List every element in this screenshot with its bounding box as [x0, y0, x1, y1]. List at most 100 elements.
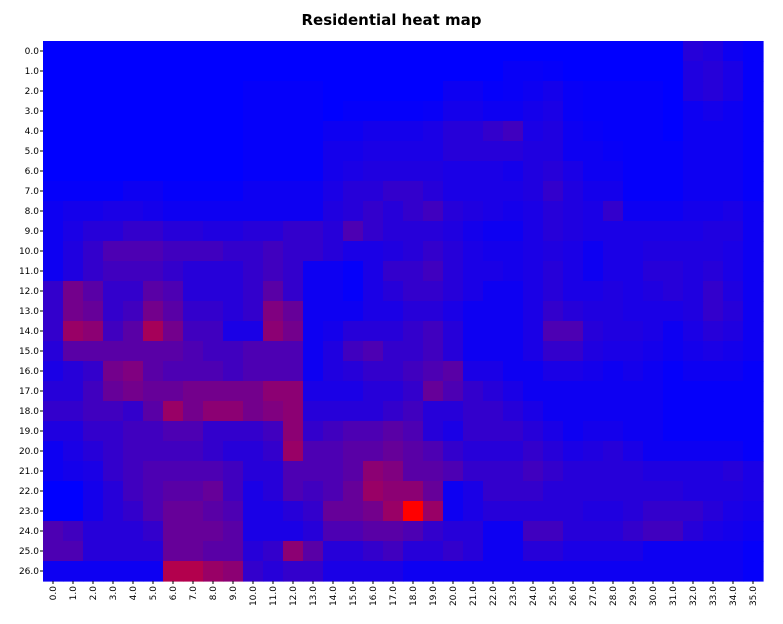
heatmap-cell-r18-c19 — [423, 401, 444, 422]
heatmap-cell-r3-c20 — [443, 101, 464, 122]
heatmap-cell-r3-c32 — [683, 101, 704, 122]
heatmap-cell-r11-c19 — [423, 261, 444, 282]
heatmap-cell-r7-c32 — [683, 181, 704, 202]
heatmap-cell-r24-c23 — [503, 521, 524, 542]
heatmap-cell-r14-c31 — [663, 321, 684, 342]
heatmap-cell-r26-c15 — [343, 561, 364, 582]
heatmap-cell-r6-c14 — [323, 161, 344, 182]
heatmap-cell-r0-c32 — [683, 41, 704, 62]
heatmap-cell-r18-c6 — [163, 401, 184, 422]
heatmap-cell-r4-c24 — [523, 121, 544, 142]
heatmap-cell-r10-c19 — [423, 241, 444, 262]
heatmap-cell-r22-c5 — [143, 481, 164, 502]
heatmap-cell-r18-c25 — [543, 401, 564, 422]
heatmap-cell-r24-c12 — [283, 521, 304, 542]
heatmap-cell-r11-c10 — [243, 261, 264, 282]
heatmap-cell-r25-c4 — [123, 541, 144, 562]
heatmap-cell-r14-c6 — [163, 321, 184, 342]
heatmap-cell-r4-c32 — [683, 121, 704, 142]
heatmap-cell-r24-c31 — [663, 521, 684, 542]
heatmap-cell-r5-c4 — [123, 141, 144, 162]
heatmap-cell-r7-c8 — [203, 181, 224, 202]
x-tick-label: 34.0 — [729, 586, 739, 606]
heatmap-cell-r7-c18 — [403, 181, 424, 202]
heatmap-cell-r2-c8 — [203, 81, 224, 102]
heatmap-cell-r3-c21 — [463, 101, 484, 122]
heatmap-cell-r6-c1 — [63, 161, 84, 182]
heatmap-cell-r15-c4 — [123, 341, 144, 362]
heatmap-cell-r16-c29 — [623, 361, 644, 382]
heatmap-cell-r17-c33 — [703, 381, 724, 402]
heatmap-cell-r11-c27 — [583, 261, 604, 282]
heatmap-cell-r20-c10 — [243, 441, 264, 462]
heatmap-cell-r26-c11 — [263, 561, 284, 582]
heatmap-cell-r21-c9 — [223, 461, 244, 482]
heatmap-cell-r13-c4 — [123, 301, 144, 322]
heatmap-cell-r26-c28 — [603, 561, 624, 582]
y-tick-label: 26.0 — [19, 567, 39, 577]
heatmap-cell-r26-c1 — [63, 561, 84, 582]
heatmap-cell-r7-c14 — [323, 181, 344, 202]
heatmap-cell-r14-c28 — [603, 321, 624, 342]
heatmap-cell-r14-c11 — [263, 321, 284, 342]
heatmap-cell-r5-c35 — [743, 141, 764, 162]
heatmap-cell-r24-c27 — [583, 521, 604, 542]
heatmap-cell-r6-c13 — [303, 161, 324, 182]
heatmap-cell-r19-c32 — [683, 421, 704, 442]
heatmap-cell-r24-c2 — [83, 521, 104, 542]
heatmap-cell-r12-c18 — [403, 281, 424, 302]
x-tick-label: 35.0 — [749, 586, 759, 606]
x-tick-label: 5.0 — [149, 586, 159, 601]
heatmap-cell-r5-c8 — [203, 141, 224, 162]
heatmap-cell-r13-c26 — [563, 301, 584, 322]
heatmap-cell-r9-c29 — [623, 221, 644, 242]
heatmap-cell-r17-c12 — [283, 381, 304, 402]
heatmap-cell-r14-c2 — [83, 321, 104, 342]
heatmap-cell-r3-c10 — [243, 101, 264, 122]
y-tick-label: 16.0 — [19, 367, 39, 377]
heatmap-cell-r4-c15 — [343, 121, 364, 142]
heatmap-cell-r5-c23 — [503, 141, 524, 162]
heatmap-cell-r25-c15 — [343, 541, 364, 562]
heatmap-cell-r9-c16 — [363, 221, 384, 242]
heatmap-cell-r6-c5 — [143, 161, 164, 182]
heatmap-cell-r24-c15 — [343, 521, 364, 542]
heatmap-cell-r10-c1 — [63, 241, 84, 262]
heatmap-cell-r5-c12 — [283, 141, 304, 162]
heatmap-cell-r1-c31 — [663, 61, 684, 82]
heatmap-cell-r18-c32 — [683, 401, 704, 422]
heatmap-cell-r6-c23 — [503, 161, 524, 182]
heatmap-cell-r1-c0 — [43, 61, 64, 82]
heatmap-cell-r21-c2 — [83, 461, 104, 482]
heatmap-cell-r12-c20 — [443, 281, 464, 302]
heatmap-cell-r22-c30 — [643, 481, 664, 502]
heatmap-cell-r10-c35 — [743, 241, 764, 262]
heatmap-cell-r26-c12 — [283, 561, 304, 582]
heatmap-cell-r11-c8 — [203, 261, 224, 282]
heatmap-cell-r25-c6 — [163, 541, 184, 562]
heatmap-cell-r3-c24 — [523, 101, 544, 122]
heatmap-cell-r0-c7 — [183, 41, 204, 62]
heatmap-cell-r18-c4 — [123, 401, 144, 422]
heatmap-cell-r21-c21 — [463, 461, 484, 482]
heatmap-cell-r0-c3 — [103, 41, 124, 62]
heatmap-cell-r3-c35 — [743, 101, 764, 122]
heatmap-cell-r24-c21 — [463, 521, 484, 542]
heatmap-cell-r14-c34 — [723, 321, 744, 342]
y-tick-label: 6.0 — [25, 167, 40, 177]
heatmap-cell-r6-c0 — [43, 161, 64, 182]
heatmap-cell-r0-c6 — [163, 41, 184, 62]
heatmap-cell-r14-c17 — [383, 321, 404, 342]
heatmap-cell-r5-c33 — [703, 141, 724, 162]
heatmap-cell-r2-c30 — [643, 81, 664, 102]
heatmap-cell-r18-c34 — [723, 401, 744, 422]
heatmap-cell-r1-c8 — [203, 61, 224, 82]
heatmap-cell-r17-c25 — [543, 381, 564, 402]
heatmap-cell-r6-c28 — [603, 161, 624, 182]
heatmap-cell-r9-c33 — [703, 221, 724, 242]
heatmap-cell-r4-c26 — [563, 121, 584, 142]
heatmap-cell-r21-c35 — [743, 461, 764, 482]
heatmap-cell-r15-c14 — [323, 341, 344, 362]
heatmap-cell-r4-c21 — [463, 121, 484, 142]
heatmap-cell-r9-c31 — [663, 221, 684, 242]
